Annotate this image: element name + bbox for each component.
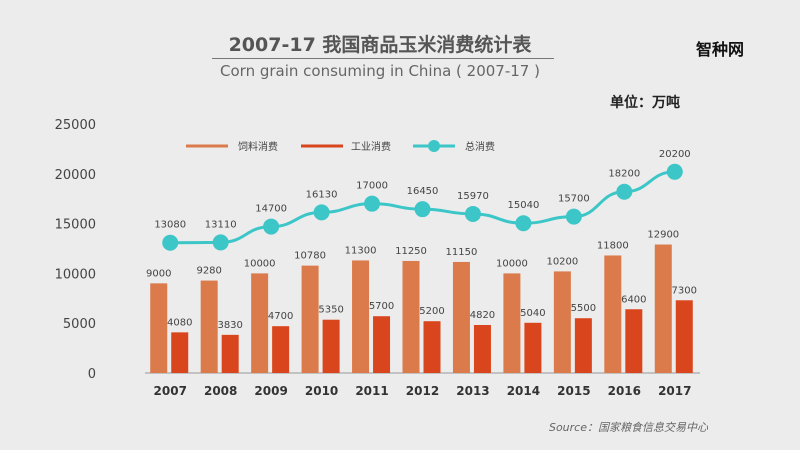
feed-data-label: 9280 (196, 266, 221, 277)
total-data-label: 20200 (659, 149, 691, 160)
legend-feed-label: 饲料消费 (238, 140, 278, 153)
total-point (263, 218, 280, 235)
total-point (162, 234, 179, 251)
x-tick-label: 2015 (557, 384, 590, 398)
y-tick-label: 15000 (55, 218, 96, 233)
y-tick-label: 25000 (55, 118, 96, 133)
industrial-data-label: 4820 (470, 310, 495, 321)
industrial-bar (322, 319, 340, 373)
total-point (515, 215, 532, 232)
industrial-data-label: 5500 (571, 303, 596, 314)
total-data-label: 15040 (508, 200, 540, 211)
y-tick-label: 0 (88, 367, 96, 382)
feed-data-label: 11300 (345, 245, 377, 256)
total-data-label: 14700 (255, 204, 287, 215)
total-point (414, 201, 431, 218)
y-tick-label: 5000 (63, 317, 96, 332)
industrial-bar (473, 324, 491, 373)
industrial-data-label: 5200 (419, 306, 444, 317)
x-tick-label: 2009 (254, 384, 287, 398)
industrial-data-label: 7300 (672, 285, 697, 296)
total-point (616, 183, 633, 200)
industrial-data-label: 4700 (268, 311, 293, 322)
industrial-data-label: 5040 (520, 308, 545, 319)
x-tick-label: 2016 (608, 384, 641, 398)
y-tick-label: 10000 (55, 267, 96, 282)
industrial-data-label: 5700 (369, 301, 394, 312)
feed-data-label: 10780 (294, 251, 326, 262)
industrial-bar (171, 332, 189, 373)
total-data-label: 13080 (154, 220, 186, 231)
industrial-bar (373, 316, 391, 373)
feed-data-label: 10200 (546, 256, 578, 267)
feed-data-label: 11150 (446, 247, 478, 258)
feed-bar (604, 255, 622, 373)
industrial-bar (423, 321, 441, 373)
x-tick-label: 2013 (456, 384, 489, 398)
legend-total-marker (428, 140, 440, 152)
total-point (565, 208, 582, 225)
chart-title: 2007-17 我国商品玉米消费统计表 (228, 34, 532, 56)
feed-data-label: 10000 (244, 258, 276, 269)
x-tick-label: 2012 (406, 384, 439, 398)
feed-bar (402, 260, 420, 373)
feed-data-label: 11800 (597, 240, 629, 251)
total-data-label: 16450 (407, 186, 439, 197)
total-point (666, 163, 683, 180)
total-data-label: 16130 (306, 189, 338, 200)
total-data-label: 15700 (558, 194, 590, 205)
source-note: Source：国家粮食信息交易中心 (548, 421, 708, 434)
feed-bar (553, 271, 571, 373)
feed-bar (301, 265, 319, 373)
unit-label: 单位：万吨 (610, 95, 680, 111)
x-tick-label: 2011 (355, 384, 388, 398)
feed-data-label: 10000 (496, 258, 528, 269)
industrial-data-label: 4080 (167, 317, 192, 328)
x-tick-label: 2014 (507, 384, 540, 398)
total-data-label: 17000 (356, 181, 388, 192)
industrial-data-label: 3830 (217, 320, 242, 331)
industrial-bar (675, 300, 693, 373)
feed-bar (150, 283, 168, 373)
x-tick-label: 2017 (658, 384, 691, 398)
x-tick-label: 2008 (204, 384, 237, 398)
industrial-bar (574, 318, 592, 373)
industrial-data-label: 6400 (621, 294, 646, 305)
legend-feed-swatch (186, 144, 228, 148)
industrial-bar (272, 326, 290, 373)
y-tick-label: 20000 (55, 168, 96, 183)
feed-bar (452, 261, 470, 373)
feed-bar (654, 244, 672, 373)
total-point (464, 205, 481, 222)
feed-bar (200, 280, 218, 373)
industrial-bar (625, 309, 643, 373)
feed-data-label: 11250 (395, 246, 427, 257)
legend-industrial-label: 工业消费 (351, 140, 391, 153)
title-divider (212, 58, 554, 59)
industrial-bar (524, 322, 542, 373)
watermark-logo: 智种网 (695, 40, 744, 59)
total-data-label: 13110 (205, 219, 237, 230)
industrial-data-label: 5350 (318, 305, 343, 316)
industrial-bar (221, 334, 239, 373)
total-point (313, 204, 330, 221)
total-data-label: 18200 (608, 169, 640, 180)
feed-bar (503, 273, 521, 373)
total-data-label: 15970 (457, 191, 489, 202)
legend-total-label: 总消费 (465, 140, 495, 153)
total-point (212, 234, 229, 251)
feed-data-label: 12900 (647, 230, 679, 241)
legend-industrial-swatch (301, 144, 343, 148)
x-tick-label: 2010 (305, 384, 338, 398)
chart-subtitle: Corn grain consuming in China ( 2007-17 … (220, 62, 540, 80)
feed-bar (251, 273, 269, 373)
total-point (364, 195, 381, 212)
feed-data-label: 9000 (146, 268, 171, 279)
x-tick-label: 2007 (154, 384, 187, 398)
feed-bar (352, 260, 370, 373)
